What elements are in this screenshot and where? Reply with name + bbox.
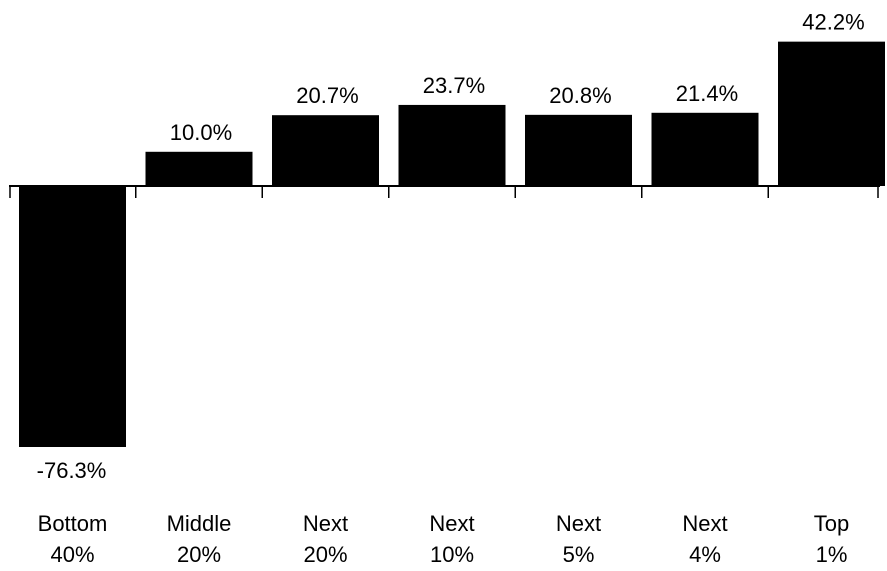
bar-value-label: 23.7% bbox=[423, 73, 485, 98]
value-labels-group: -76.3% 10.0% 20.7% 23.7% 20.8% 21.4% 42.2% bbox=[37, 10, 865, 483]
bar bbox=[651, 112, 759, 186]
bars-group bbox=[19, 41, 885, 447]
category-label: 4% bbox=[689, 542, 721, 567]
bar bbox=[778, 41, 885, 186]
category-label: 10% bbox=[430, 542, 474, 567]
category-label: 5% bbox=[563, 542, 595, 567]
bar bbox=[145, 151, 253, 186]
category-label: Bottom bbox=[38, 511, 108, 536]
category-label: Middle bbox=[167, 511, 232, 536]
category-label: 20% bbox=[303, 542, 347, 567]
bar-value-label: 21.4% bbox=[676, 81, 738, 106]
category-label: 20% bbox=[177, 542, 221, 567]
category-label: Next bbox=[682, 511, 727, 536]
bar bbox=[525, 114, 632, 186]
category-label: Next bbox=[556, 511, 601, 536]
bar-value-label: 20.8% bbox=[549, 83, 611, 108]
bar bbox=[398, 104, 506, 186]
x-axis-ticks bbox=[9, 186, 879, 198]
bar bbox=[19, 186, 126, 447]
bar-value-label: 42.2% bbox=[802, 10, 864, 35]
bar-value-label: -76.3% bbox=[37, 458, 107, 483]
bar-value-label: 20.7% bbox=[296, 83, 358, 108]
bar-value-label: 10.0% bbox=[170, 120, 232, 145]
category-label: Top bbox=[814, 511, 849, 536]
category-label: Next bbox=[429, 511, 474, 536]
category-label: Next bbox=[303, 511, 348, 536]
category-label: 1% bbox=[816, 542, 848, 567]
bar bbox=[272, 115, 379, 186]
category-labels-group: Bottom 40% Middle 20% Next 20% Next 10% Next 5% Ne… bbox=[38, 511, 850, 567]
category-label: 40% bbox=[50, 542, 94, 567]
